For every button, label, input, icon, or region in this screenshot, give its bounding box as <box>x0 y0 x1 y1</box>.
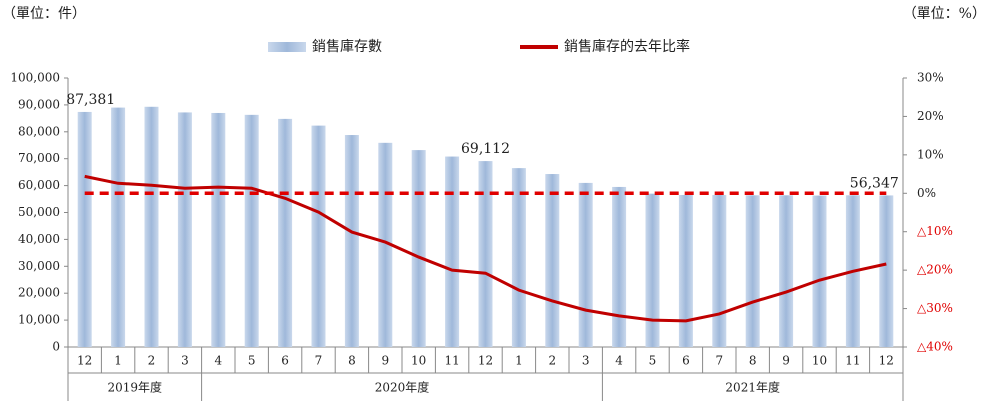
y-tick-label: 0 <box>52 340 60 354</box>
y-tick-label: 20,000 <box>18 286 60 300</box>
y-tick-label: 70,000 <box>18 151 60 165</box>
bar <box>211 112 226 347</box>
group-label: 2020年度 <box>375 380 430 395</box>
legend-label: 銷售庫存的去年比率 <box>564 38 690 55</box>
x-tick-label: 11 <box>444 354 459 368</box>
x-tick-label: 2 <box>148 354 156 368</box>
bar <box>745 195 760 347</box>
bar <box>511 168 526 347</box>
bar <box>645 193 660 347</box>
legend-label: 銷售庫存數 <box>312 38 382 55</box>
y-tick-label: 50,000 <box>18 205 60 219</box>
x-tick-label: 9 <box>782 354 790 368</box>
bar <box>144 106 159 348</box>
y-axis-label: （單位：件） <box>2 6 86 22</box>
y2-tick-label: 30% <box>917 71 944 85</box>
y2-tick-label: 10% <box>917 147 944 161</box>
x-tick-label: 5 <box>248 354 256 368</box>
data-label: 56,347 <box>850 175 899 191</box>
x-tick-label: 12 <box>478 354 493 368</box>
x-tick-label: 1 <box>114 354 122 368</box>
group-label: 2021年度 <box>725 380 780 395</box>
y-tick-label: 10,000 <box>18 313 60 327</box>
x-tick-label: 12 <box>77 354 92 368</box>
bar <box>612 186 627 347</box>
y-tick-label: 90,000 <box>18 97 60 111</box>
x-tick-label: 10 <box>812 354 827 368</box>
y2-tick-label: 20% <box>917 109 944 123</box>
bar <box>545 174 560 347</box>
data-label: 69,112 <box>461 141 510 157</box>
y2-tick-label: △10% <box>917 224 953 238</box>
bar <box>77 111 92 348</box>
bar <box>177 112 192 347</box>
bar <box>344 135 359 347</box>
bar <box>445 156 460 347</box>
bar <box>879 195 894 347</box>
line <box>84 174 887 323</box>
y2-tick-label: △30% <box>917 301 953 315</box>
x-tick-label: 7 <box>715 354 723 368</box>
bar <box>779 195 794 347</box>
x-tick-label: 5 <box>649 354 657 368</box>
y-tick-label: 60,000 <box>18 178 60 192</box>
legend-swatch <box>268 42 306 52</box>
y2-tick-label: △40% <box>917 340 953 354</box>
x-tick-label: 11 <box>845 354 860 368</box>
bar <box>478 161 493 347</box>
y2-tick-label: △20% <box>917 263 953 277</box>
x-tick-label: 3 <box>582 354 590 368</box>
bar <box>244 114 259 347</box>
x-tick-label: 12 <box>879 354 894 368</box>
y2-tick-label: 0% <box>917 186 936 200</box>
bar <box>712 195 727 347</box>
x-tick-label: 6 <box>281 354 289 368</box>
x-tick-label: 7 <box>315 354 323 368</box>
bar <box>311 125 326 347</box>
bar <box>812 195 827 347</box>
x-tick-label: 4 <box>615 354 623 368</box>
x-tick-label: 2 <box>548 354 556 368</box>
y2-axis-label: （單位：%） <box>903 6 986 22</box>
bar <box>578 182 593 347</box>
bar <box>678 195 693 347</box>
y-tick-label: 40,000 <box>18 232 60 246</box>
x-tick-label: 8 <box>348 354 356 368</box>
data-label: 87,381 <box>66 92 115 108</box>
x-tick-label: 3 <box>181 354 189 368</box>
x-tick-label: 9 <box>381 354 389 368</box>
x-tick-label: 6 <box>682 354 690 368</box>
x-tick-label: 4 <box>214 354 222 368</box>
bar <box>278 118 293 347</box>
x-tick-label: 8 <box>749 354 757 368</box>
x-tick-label: 10 <box>411 354 426 368</box>
group-label: 2019年度 <box>108 380 163 395</box>
y-tick-label: 80,000 <box>18 124 60 138</box>
x-tick-label: 1 <box>515 354 523 368</box>
y-tick-label: 30,000 <box>18 259 60 273</box>
bar <box>411 150 426 347</box>
bar <box>111 107 126 347</box>
y-tick-label: 100,000 <box>10 71 60 85</box>
